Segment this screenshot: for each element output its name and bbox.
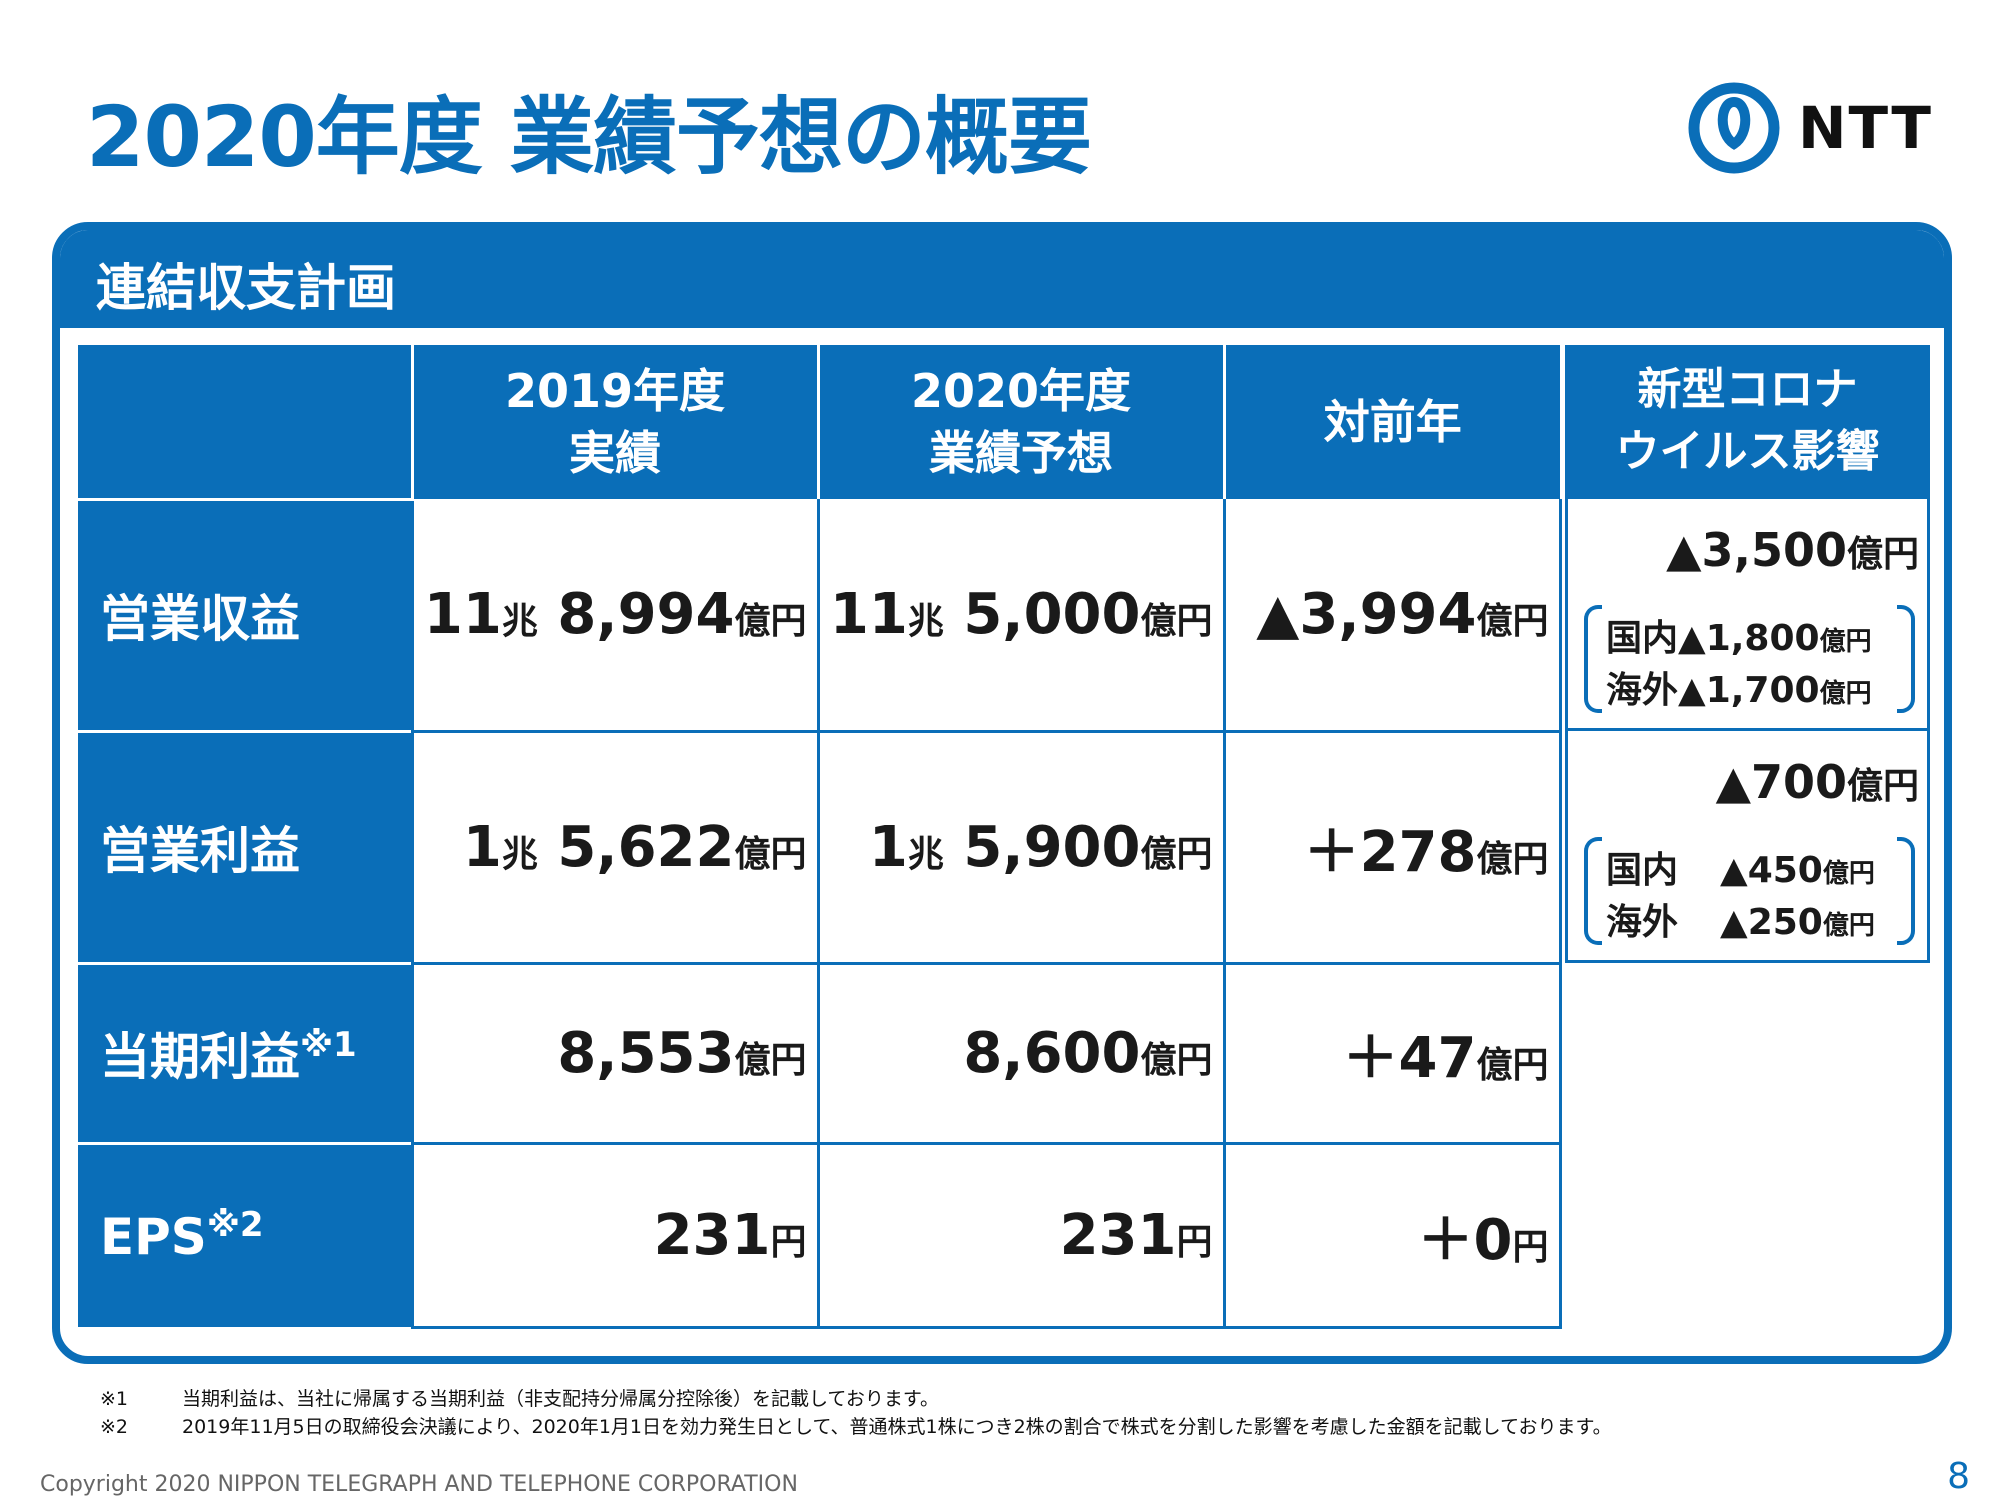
covid-profit-block: ▲700億円 国内 ▲450億円 海外 ▲250億円	[1565, 731, 1930, 963]
value-cell-yoy: ＋0円	[1222, 1143, 1562, 1329]
header-2020: 2020年度 業績予想	[816, 345, 1224, 499]
value-cell-yoy: ▲3,994億円	[1222, 499, 1562, 733]
row-label: 当期利益※1	[78, 961, 412, 1143]
value-cell-v2020: 11兆 5,000億円	[816, 499, 1226, 733]
value-cell-yoy: ＋278億円	[1222, 731, 1562, 965]
value-cell-v2019: 8,553億円	[410, 963, 820, 1145]
covid-revenue-total: ▲3,500億円	[1666, 523, 1919, 577]
row-label: 営業収益	[78, 497, 412, 731]
forecast-table: 2019年度 実績 2020年度 業績予想 対前年 営業収益 11兆 8,994億円 1…	[78, 345, 1562, 1329]
covid-revenue-domestic: 国内▲1,800億円	[1606, 618, 1872, 659]
value-cell-v2019: 11兆 8,994億円	[410, 499, 820, 733]
panel-header: 連結収支計画	[60, 230, 1944, 328]
table-row: 当期利益※1 8,553億円 8,600億円 ＋47億円	[78, 961, 1562, 1145]
copyright: Copyright 2020 NIPPON TELEGRAPH AND TELE…	[40, 1472, 798, 1497]
covid-header: 新型コロナ ウイルス影響	[1565, 345, 1930, 499]
panel-title: 連結収支計画	[96, 259, 396, 317]
header-2019: 2019年度 実績	[410, 345, 818, 499]
value-cell-v2020: 231円	[816, 1143, 1226, 1329]
covid-profit-domestic: 国内 ▲450億円	[1606, 850, 1875, 891]
consolidated-plan-panel: 連結収支計画	[52, 222, 1952, 1364]
value-cell-v2020: 8,600億円	[816, 963, 1226, 1145]
covid-revenue-block: ▲3,500億円 国内▲1,800億円 海外▲1,700億円	[1565, 499, 1930, 731]
covid-profit-breakdown: 国内 ▲450億円 海外 ▲250億円	[1584, 837, 1915, 945]
row-label: 営業利益	[78, 729, 412, 963]
value-cell-yoy: ＋47億円	[1222, 963, 1562, 1145]
covid-revenue-overseas: 海外▲1,700億円	[1606, 670, 1872, 711]
ntt-logo-icon	[1688, 82, 1780, 174]
table-row: 営業収益 11兆 8,994億円 11兆 5,000億円 ▲3,994億円	[78, 497, 1562, 733]
footnote-2: ※2 2019年11月5日の取締役会決議により、2020年1月1日を効力発生日とし…	[100, 1416, 1612, 1438]
covid-impact-column: 新型コロナ ウイルス影響 ▲3,500億円 国内▲1,800億円 海外▲1,700…	[1565, 345, 1930, 963]
footnotes: ※1 当期利益は、当社に帰属する当期利益（非支配持分帰属分控除後）を記載しておりま…	[100, 1385, 1612, 1441]
footnote-1: ※1 当期利益は、当社に帰属する当期利益（非支配持分帰属分控除後）を記載しておりま…	[100, 1388, 939, 1410]
covid-profit-overseas: 海外 ▲250億円	[1606, 902, 1875, 943]
table-row: 営業利益 1兆 5,622億円 1兆 5,900億円 ＋278億円	[78, 729, 1562, 965]
page-number: 8	[1947, 1456, 1970, 1497]
ntt-logo: NTT	[1688, 82, 1931, 182]
row-label: EPS※2	[78, 1141, 412, 1327]
value-cell-v2019: 231円	[410, 1143, 820, 1329]
covid-profit-total: ▲700億円	[1715, 755, 1919, 809]
covid-revenue-breakdown: 国内▲1,800億円 海外▲1,700億円	[1584, 605, 1915, 713]
header-blank	[78, 345, 412, 499]
value-cell-v2020: 1兆 5,900億円	[816, 731, 1226, 965]
table-row: EPS※2 231円 231円 ＋0円	[78, 1141, 1562, 1329]
value-cell-v2019: 1兆 5,622億円	[410, 731, 820, 965]
header-yoy: 対前年	[1222, 345, 1560, 499]
page-title: 2020年度 業績予想の概要	[86, 88, 1092, 186]
logo-text: NTT	[1798, 94, 1933, 162]
